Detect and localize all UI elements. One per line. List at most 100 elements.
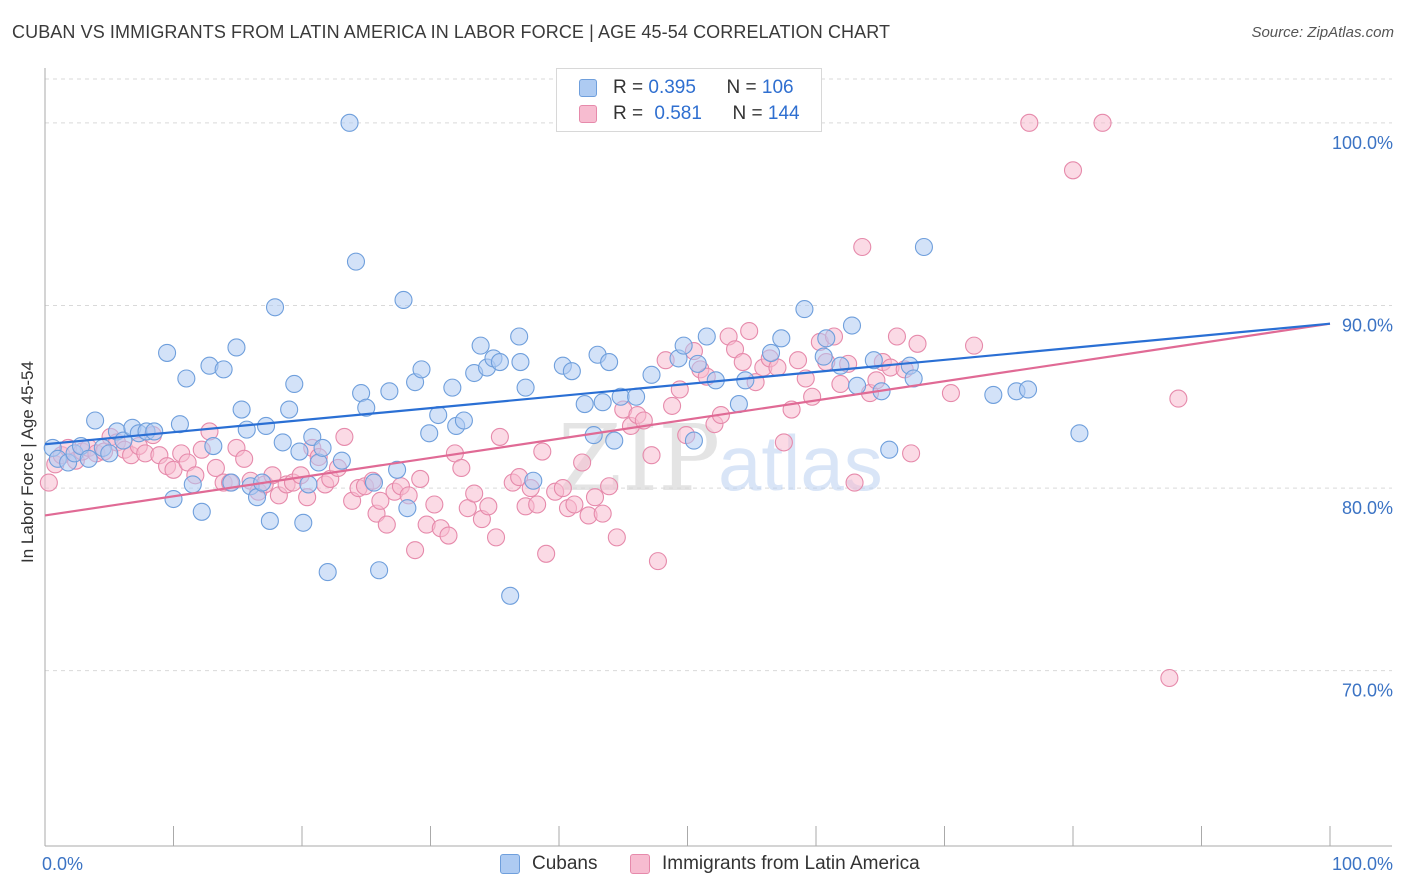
n-label: N = xyxy=(726,77,757,98)
cuban-point xyxy=(370,561,389,580)
y-tick-label: 70.0% xyxy=(1342,681,1393,701)
cuban-point xyxy=(192,502,211,521)
cuban-point xyxy=(388,460,407,479)
latin-america-point xyxy=(585,488,605,507)
latin-america-point xyxy=(465,484,484,503)
cuban-point xyxy=(605,431,624,450)
cuban-point xyxy=(204,437,223,456)
cuban-point xyxy=(232,400,251,419)
cubans-swatch xyxy=(579,79,597,97)
latin-america-point xyxy=(941,384,960,403)
latin-america-point xyxy=(774,433,793,452)
y-tick-label: 80.0% xyxy=(1342,498,1393,518)
latin-america-point xyxy=(965,336,984,355)
cuban-point xyxy=(904,369,923,388)
cuban-point xyxy=(158,343,177,362)
cuban-point xyxy=(290,442,309,461)
cuban-point xyxy=(524,471,543,490)
latin-america-point xyxy=(573,453,592,472)
latin-america-point xyxy=(845,473,864,492)
cuban-point xyxy=(511,353,530,372)
cuban-point xyxy=(340,113,359,132)
latin-america-point xyxy=(1093,113,1112,132)
series-cubans-points xyxy=(43,113,1089,605)
cuban-point xyxy=(294,513,313,532)
cuban-point xyxy=(674,336,693,355)
cuban-point xyxy=(600,353,619,372)
r-value-latin-america: 0.581 xyxy=(654,103,702,124)
latin-america-point xyxy=(452,458,471,478)
latin-america-point xyxy=(565,495,584,514)
latin-america-point xyxy=(853,237,872,257)
latin-america-point xyxy=(663,396,682,415)
latin-america-point xyxy=(607,528,626,547)
latin-america-point xyxy=(740,321,759,341)
cuban-point xyxy=(593,393,612,412)
latin-america-point xyxy=(206,458,225,478)
r-label: R = xyxy=(613,103,644,124)
cuban-point xyxy=(795,300,814,319)
legend-label-latin-america: Immigrants from Latin America xyxy=(662,853,920,874)
watermark-atlas: atlas xyxy=(718,419,883,507)
latin-america-point xyxy=(902,444,921,463)
cuban-point xyxy=(684,431,703,450)
cuban-point xyxy=(562,362,581,381)
cuban-point xyxy=(880,440,899,459)
n-label: N = xyxy=(732,103,763,124)
latin-america-point xyxy=(164,460,183,479)
trend-line-latin-america xyxy=(44,322,1331,517)
cuban-point xyxy=(346,252,366,271)
cuban-point xyxy=(214,360,233,379)
cuban-point xyxy=(984,385,1003,404)
cubans-swatch xyxy=(500,854,520,874)
cuban-point xyxy=(814,347,833,366)
latin-america-swatch xyxy=(630,854,650,874)
latin-america-point xyxy=(1160,668,1179,688)
cuban-point xyxy=(575,395,594,414)
n-value-cubans: 106 xyxy=(761,77,794,98)
cuban-point xyxy=(454,411,473,430)
latin-america-point xyxy=(411,469,430,488)
latin-america-point xyxy=(377,515,396,534)
latin-america-point xyxy=(528,495,547,514)
cuban-point xyxy=(697,327,716,346)
n-value-latin-america: 144 xyxy=(767,103,800,124)
y-axis-label: In Labor Force | Age 45-54 xyxy=(18,361,37,563)
cuban-point xyxy=(627,387,646,406)
cuban-point xyxy=(412,360,431,379)
x-tick-label-max: 100.0% xyxy=(1332,854,1393,874)
cuban-point xyxy=(299,475,318,494)
latin-america-point xyxy=(490,427,509,446)
cuban-point xyxy=(177,369,196,388)
r-value-cubans: 0.395 xyxy=(648,77,696,98)
latin-america-point xyxy=(486,528,506,547)
cuban-point xyxy=(86,411,105,430)
cuban-point xyxy=(761,343,781,362)
cuban-point xyxy=(227,338,246,357)
latin-america-point xyxy=(425,495,444,514)
x-tick-label-min: 0.0% xyxy=(42,854,83,874)
axes xyxy=(44,68,1392,847)
cuban-point xyxy=(848,376,867,395)
latin-america-point xyxy=(1020,113,1039,132)
latin-america-swatch xyxy=(579,105,597,123)
latin-america-point xyxy=(1063,161,1083,180)
cuban-point xyxy=(273,433,292,452)
latin-america-point xyxy=(479,497,498,516)
cuban-point xyxy=(864,351,883,370)
series-legend: Cubans Immigrants from Latin America xyxy=(0,852,1406,878)
cuban-point xyxy=(914,237,933,257)
cuban-point xyxy=(79,449,98,468)
latin-america-point xyxy=(406,541,425,560)
chart-title: CUBAN VS IMMIGRANTS FROM LATIN AMERICA I… xyxy=(12,22,891,42)
series-latin-america-points xyxy=(39,113,1188,688)
watermark: ZIP atlas xyxy=(558,405,883,512)
latin-america-point xyxy=(648,552,667,571)
cuban-point xyxy=(260,511,279,530)
cuban-point xyxy=(265,298,285,317)
cuban-point xyxy=(501,586,520,605)
r-label: R = xyxy=(613,77,644,98)
y-tick-label: 100.0% xyxy=(1332,133,1393,153)
cuban-point xyxy=(443,378,462,397)
cuban-point xyxy=(1070,424,1089,443)
